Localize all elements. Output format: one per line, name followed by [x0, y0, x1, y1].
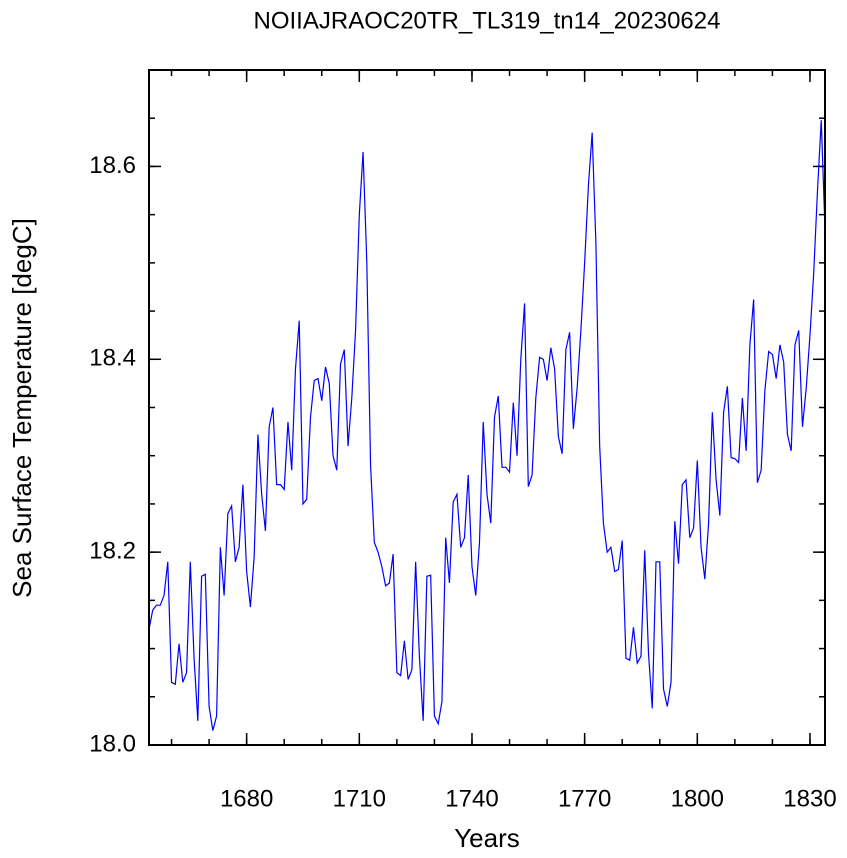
chart-title: NOIIAJRAOC20TR_TL319_tn14_20230624 — [254, 7, 721, 34]
x-tick-label: 1770 — [558, 785, 611, 812]
y-tick-label: 18.0 — [89, 730, 136, 757]
plot-frame — [148, 69, 826, 746]
y-tick-label: 18.2 — [89, 537, 136, 564]
x-tick-label: 1830 — [783, 785, 836, 812]
y-tick-label: 18.6 — [89, 152, 136, 179]
x-tick-label: 1800 — [671, 785, 724, 812]
x-axis-label: Years — [454, 823, 520, 853]
x-tick-label: 1740 — [445, 785, 498, 812]
y-axis-label: Sea Surface Temperature [degC] — [7, 218, 37, 598]
x-tick-label: 1680 — [220, 785, 273, 812]
data-line — [148, 120, 826, 731]
x-tick-label: 1710 — [333, 785, 386, 812]
y-tick-label: 18.4 — [89, 345, 136, 372]
